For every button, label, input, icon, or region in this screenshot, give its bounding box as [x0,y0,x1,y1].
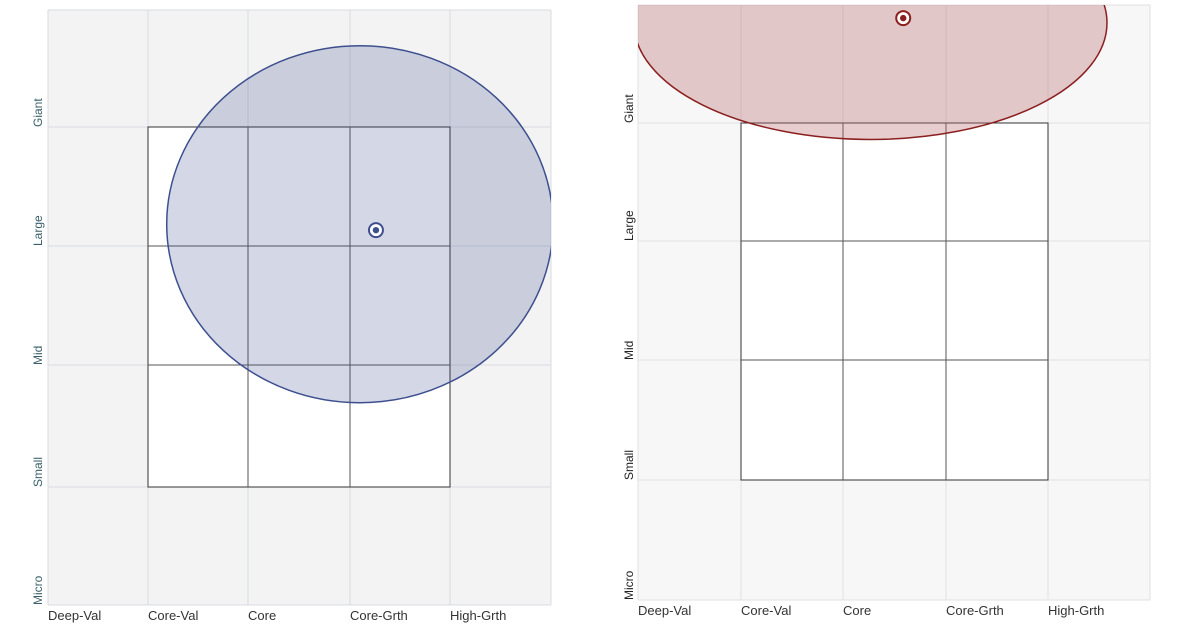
plot-area: Deep-Val Core-Val Core Core-Grth High-Grth Gi… [31,9,552,623]
plot-area: Deep-Val Core-Val Core Core-Grth High-Grth Gi… [622,4,1151,618]
y-tick-label: Giant [31,98,45,127]
right-style-box-chart: Deep-Val Core-Val Core Core-Grth High-Grth Gi… [600,0,1200,628]
holdings-ellipse [166,45,551,404]
holdings-ellipse [638,5,1108,141]
y-tick-label: Micro [31,575,45,605]
x-tick-label: Core [843,603,871,618]
y-tick-label: Giant [622,94,636,123]
style-box [740,122,1049,481]
x-tick-label: High-Grth [450,608,506,623]
x-tick-label: Deep-Val [638,603,691,618]
x-tick-label: Core [248,608,276,623]
y-tick-label: Mid [31,346,45,365]
x-tick-label: Core-Val [741,603,791,618]
y-tick-label: Large [622,210,636,241]
y-tick-label: Micro [622,570,636,600]
x-tick-label: Core-Grth [350,608,408,623]
x-tick-label: Core-Val [148,608,198,623]
y-tick-label: Large [31,215,45,246]
x-tick-label: Deep-Val [48,608,101,623]
y-tick-label: Small [622,450,636,480]
y-tick-label: Small [31,457,45,487]
x-tick-label: Core-Grth [946,603,1004,618]
centroid-marker-dot [372,226,380,234]
left-style-box-chart: Deep-Val Core-Val Core Core-Grth High-Grth Gi… [31,9,552,623]
right-chart-svg: Deep-Val Core-Val Core Core-Grth High-Grth Gi… [622,4,1151,618]
left-chart-svg: Deep-Val Core-Val Core Core-Grth High-Grth Gi… [31,9,552,623]
y-tick-label: Mid [622,341,636,360]
centroid-marker-dot [900,14,907,22]
style-box [147,126,451,488]
x-tick-label: High-Grth [1048,603,1104,618]
